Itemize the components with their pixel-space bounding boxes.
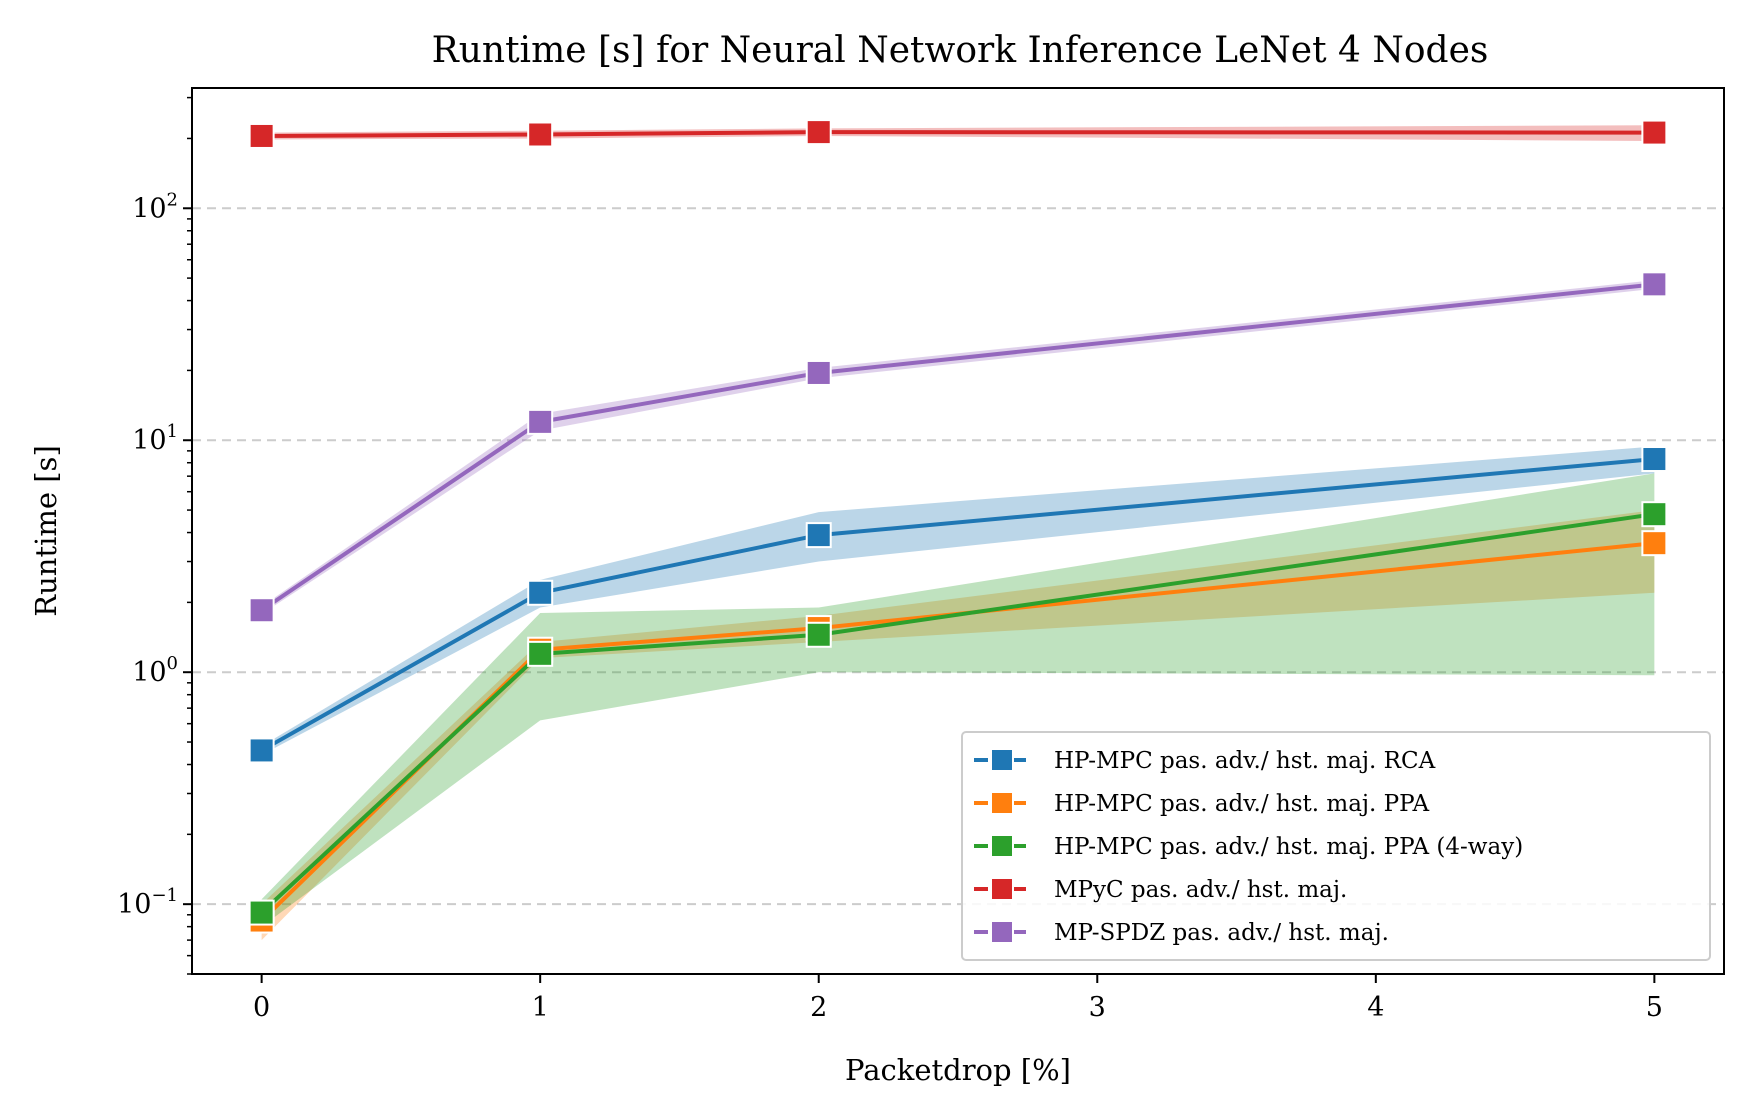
series-line-2 — [260, 512, 1655, 915]
legend-label: HP-MPC pas. adv./ hst. maj. PPA (4-way) — [1054, 834, 1523, 860]
data-point-3 — [1641, 119, 1668, 146]
legend-marker — [990, 920, 1014, 944]
data-point-2 — [1641, 501, 1668, 528]
x-axis-ticks: 0 1 2 3 4 5 — [253, 974, 1663, 1023]
chart-title: Runtime [s] for Neural Network Inference… — [432, 30, 1489, 71]
y-tick-label: 10−1 — [117, 885, 178, 920]
series-line-3 — [261, 130, 1655, 138]
y-tick-label: 101 — [132, 421, 178, 456]
series-line-4 — [260, 282, 1655, 612]
legend-marker — [990, 748, 1014, 772]
data-point-0 — [248, 737, 275, 764]
x-tick-label: 4 — [1367, 992, 1384, 1023]
data-point-4 — [805, 359, 832, 386]
data-point-3 — [805, 119, 832, 146]
legend-label: MP-SPDZ pas. adv./ hst. maj. — [1054, 920, 1389, 946]
series-line-0 — [260, 457, 1655, 753]
legend-label: HP-MPC pas. adv./ hst. maj. RCA — [1054, 748, 1436, 774]
legend-label: MPyC pas. adv./ hst. maj. — [1054, 877, 1347, 903]
y-tick-label: 100 — [132, 653, 178, 688]
legend-marker — [990, 877, 1014, 901]
y-tick-label: 102 — [132, 189, 178, 224]
x-axis-label: Packetdrop [%] — [845, 1053, 1071, 1087]
x-tick-label: 0 — [253, 992, 270, 1023]
data-point-2 — [527, 640, 554, 667]
x-tick-label: 1 — [532, 992, 549, 1023]
data-point-4 — [527, 408, 554, 435]
legend-label: HP-MPC pas. adv./ hst. maj. PPA — [1054, 791, 1430, 817]
confidence-band-2 — [261, 473, 1655, 927]
x-tick-label: 2 — [810, 992, 827, 1023]
data-point-2 — [248, 899, 275, 926]
data-point-0 — [527, 579, 554, 606]
series-lines — [260, 130, 1655, 922]
series-markers — [248, 119, 1668, 934]
x-tick-label: 3 — [1089, 992, 1106, 1023]
confidence-band-1 — [261, 510, 1655, 941]
data-point-1 — [1641, 530, 1668, 557]
data-point-4 — [248, 597, 275, 624]
legend-box — [961, 731, 1711, 961]
legend-marker — [990, 791, 1014, 815]
legend: HP-MPC pas. adv./ hst. maj. RCA HP-MPC pa… — [961, 731, 1711, 961]
x-tick-label: 5 — [1646, 992, 1663, 1023]
data-point-0 — [805, 522, 832, 549]
data-point-2 — [805, 621, 832, 648]
y-axis-ticks: 10−1 100 101 102 — [117, 96, 192, 975]
data-point-3 — [248, 122, 275, 149]
y-axis-label: Runtime [s] — [29, 445, 63, 617]
data-point-4 — [1641, 271, 1668, 298]
data-point-0 — [1641, 446, 1668, 473]
plot-frame — [191, 87, 1725, 975]
legend-marker — [990, 834, 1014, 858]
data-point-3 — [527, 121, 554, 148]
